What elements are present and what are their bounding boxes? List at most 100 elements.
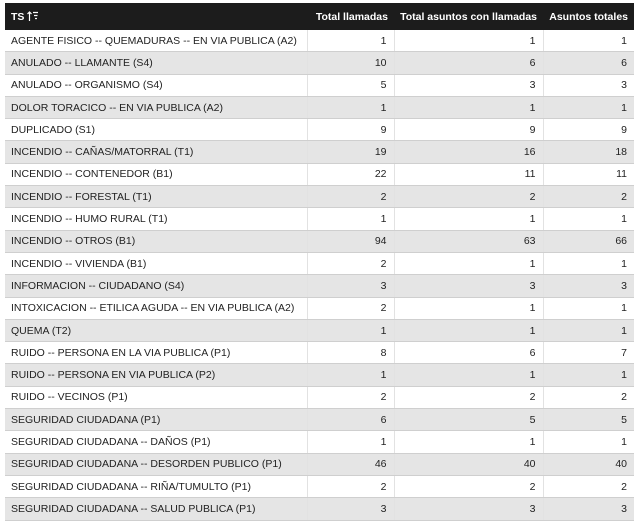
table-row: RUIDO -- PERSONA EN LA VIA PUBLICA (P1) 8… xyxy=(5,341,634,365)
count-cell: 2 xyxy=(542,475,634,499)
category-cell: INFORMACION -- CIUDADANO (S4) xyxy=(5,274,307,298)
table-row: SEGURIDAD CIUDADANA (P1) 6 5 5 xyxy=(5,408,634,432)
count-cell: 22 xyxy=(306,163,394,187)
sort-icon[interactable] xyxy=(27,10,39,22)
header-cell[interactable]: Total asuntos con llamadas xyxy=(394,3,543,30)
count-cell: 1 xyxy=(393,363,543,387)
count-cell: 2 xyxy=(393,185,543,209)
count-cell: 94 xyxy=(306,230,394,253)
table-row: INTOXICACION -- ETILICA AGUDA -- EN VIA … xyxy=(5,297,634,320)
category-cell: ANULADO -- LLAMANTE (S4) xyxy=(5,51,307,75)
count-cell: 11 xyxy=(393,163,543,187)
count-cell: 2 xyxy=(306,252,394,276)
count-cell: 2 xyxy=(306,297,394,320)
category-cell: INCENDIO -- FORESTAL (T1) xyxy=(5,185,307,209)
data-table: TS Total llamadas Total asuntos con llamad… xyxy=(5,3,634,521)
table-row: QUEMA (T2) 1 1 1 xyxy=(5,319,634,343)
table-row: DOLOR TORACICO -- EN VIA PUBLICA (A2) 1 1 1 xyxy=(5,96,634,120)
count-cell: 6 xyxy=(306,408,394,432)
header-label: Total asuntos con llamadas xyxy=(400,10,537,23)
header-label: TS xyxy=(11,10,25,23)
header-label: Total llamadas xyxy=(315,10,388,23)
count-cell: 5 xyxy=(393,408,543,432)
table-row: SEGURIDAD CIUDADANA -- RIÑA/TUMULTO (P1)… xyxy=(5,475,634,499)
category-cell: DOLOR TORACICO -- EN VIA PUBLICA (A2) xyxy=(5,96,307,120)
count-cell: 6 xyxy=(393,341,543,365)
count-cell: 3 xyxy=(306,274,394,298)
table-row: ANULADO -- ORGANISMO (S4) 5 3 3 xyxy=(5,74,634,97)
count-cell: 40 xyxy=(542,453,634,476)
count-cell: 3 xyxy=(393,497,543,521)
category-cell: SEGURIDAD CIUDADANA -- SALUD PUBLICA (P1… xyxy=(5,497,307,521)
count-cell: 11 xyxy=(542,163,634,187)
category-cell: SEGURIDAD CIUDADANA -- DESORDEN PUBLICO … xyxy=(5,453,307,476)
count-cell: 46 xyxy=(306,453,394,476)
count-cell: 1 xyxy=(542,363,634,387)
category-cell: SEGURIDAD CIUDADANA -- RIÑA/TUMULTO (P1) xyxy=(5,475,307,499)
table-row: INCENDIO -- VIVIENDA (B1) 2 1 1 xyxy=(5,252,634,276)
category-cell: INCENDIO -- CONTENEDOR (B1) xyxy=(5,163,307,187)
count-cell: 6 xyxy=(542,51,634,75)
count-cell: 1 xyxy=(306,207,394,231)
count-cell: 66 xyxy=(542,230,634,253)
count-cell: 1 xyxy=(393,297,543,320)
count-cell: 1 xyxy=(542,297,634,320)
count-cell: 6 xyxy=(393,51,543,75)
header-row: TS Total llamadas Total asuntos con llamad… xyxy=(5,3,634,30)
table-row: INCENDIO -- FORESTAL (T1) 2 2 2 xyxy=(5,185,634,209)
table-row: INCENDIO -- HUMO RURAL (T1) 1 1 1 xyxy=(5,207,634,231)
count-cell: 5 xyxy=(542,408,634,432)
header-label: Asuntos totales xyxy=(549,10,628,23)
header-cell[interactable]: Total llamadas xyxy=(307,3,394,30)
count-cell: 10 xyxy=(306,51,394,75)
table-row: INFORMACION -- CIUDADANO (S4) 3 3 3 xyxy=(5,274,634,298)
category-cell: INCENDIO -- VIVIENDA (B1) xyxy=(5,252,307,276)
count-cell: 2 xyxy=(306,386,394,410)
table-row: RUIDO -- VECINOS (P1) 2 2 2 xyxy=(5,386,634,410)
count-cell: 16 xyxy=(393,140,543,164)
count-cell: 2 xyxy=(393,475,543,499)
count-cell: 63 xyxy=(393,230,543,253)
count-cell: 1 xyxy=(306,430,394,454)
count-cell: 19 xyxy=(306,140,394,164)
category-cell: RUIDO -- PERSONA EN LA VIA PUBLICA (P1) xyxy=(5,341,307,365)
count-cell: 2 xyxy=(542,386,634,410)
count-cell: 9 xyxy=(306,118,394,142)
count-cell: 1 xyxy=(393,207,543,231)
category-cell: SEGURIDAD CIUDADANA -- DAÑOS (P1) xyxy=(5,430,307,454)
count-cell: 18 xyxy=(542,140,634,164)
count-cell: 1 xyxy=(542,96,634,120)
category-cell: SEGURIDAD CIUDADANA (P1) xyxy=(5,408,307,432)
table-container: TS Total llamadas Total asuntos con llamad… xyxy=(5,3,634,521)
count-cell: 1 xyxy=(393,319,543,343)
category-cell: INTOXICACION -- ETILICA AGUDA -- EN VIA … xyxy=(5,297,307,320)
table-row: SEGURIDAD CIUDADANA -- DAÑOS (P1) 1 1 1 xyxy=(5,430,634,454)
count-cell: 1 xyxy=(306,96,394,120)
count-cell: 1 xyxy=(393,30,543,53)
category-cell: ANULADO -- ORGANISMO (S4) xyxy=(5,74,307,97)
count-cell: 3 xyxy=(393,274,543,298)
table-row: RUIDO -- PERSONA EN VIA PUBLICA (P2) 1 1 1 xyxy=(5,363,634,387)
category-cell: INCENDIO -- OTROS (B1) xyxy=(5,230,307,253)
count-cell: 3 xyxy=(542,274,634,298)
count-cell: 1 xyxy=(393,252,543,276)
category-cell: QUEMA (T2) xyxy=(5,319,307,343)
count-cell: 9 xyxy=(542,118,634,142)
count-cell: 1 xyxy=(306,30,394,53)
count-cell: 3 xyxy=(542,497,634,521)
count-cell: 2 xyxy=(393,386,543,410)
category-cell: AGENTE FISICO -- QUEMADURAS -- EN VIA PU… xyxy=(5,30,307,53)
count-cell: 5 xyxy=(306,74,394,97)
count-cell: 1 xyxy=(306,319,394,343)
table-row: AGENTE FISICO -- QUEMADURAS -- EN VIA PU… xyxy=(5,30,634,53)
count-cell: 3 xyxy=(306,497,394,521)
count-cell: 1 xyxy=(393,430,543,454)
category-cell: INCENDIO -- CAÑAS/MATORRAL (T1) xyxy=(5,140,307,164)
count-cell: 1 xyxy=(542,319,634,343)
header-cell[interactable]: TS xyxy=(5,3,307,30)
count-cell: 2 xyxy=(306,475,394,499)
table-row: INCENDIO -- CONTENEDOR (B1) 22 11 11 xyxy=(5,163,634,187)
header-cell[interactable]: Asuntos totales xyxy=(543,3,634,30)
count-cell: 1 xyxy=(306,363,394,387)
